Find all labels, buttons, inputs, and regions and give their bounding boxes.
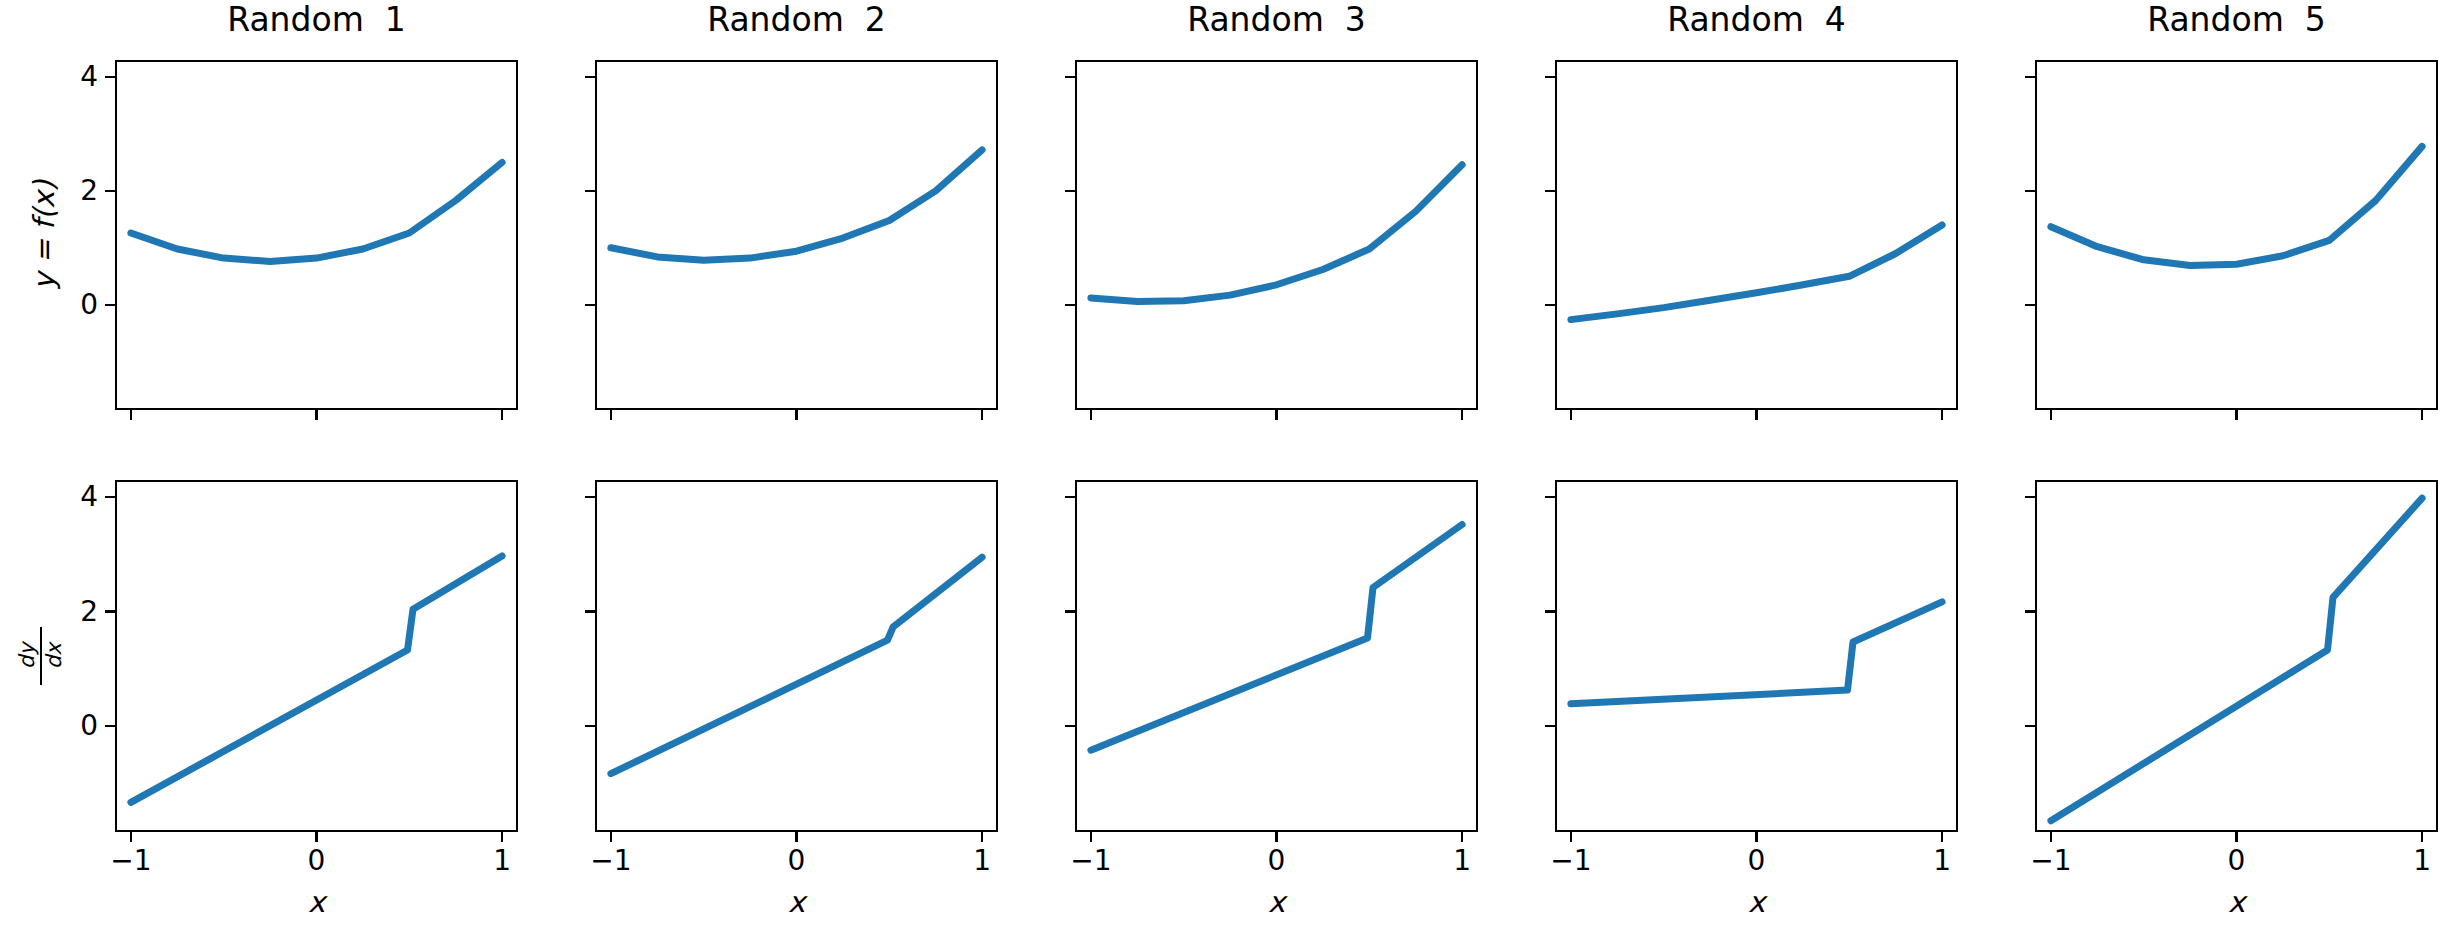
subplot-title-3: Random 3 <box>1077 0 1477 42</box>
y-tick-label: 2 <box>28 594 98 630</box>
subplot-title-2: Random 2 <box>597 0 997 42</box>
y-tick-label: 4 <box>28 479 98 515</box>
x-tick-label: 1 <box>1417 843 1507 879</box>
curve-f-x-random-5 <box>2051 146 2422 265</box>
curve-dy-dx-random-3 <box>1091 525 1462 751</box>
curve-f-x-random-1 <box>131 162 502 261</box>
x-tick-label: 0 <box>2192 843 2282 879</box>
y-axis-label-function: y = f(x) <box>22 125 66 345</box>
x-tick-label: 0 <box>752 843 842 879</box>
y-tick-label: 0 <box>28 708 98 744</box>
axes-box-r0c4 <box>2036 61 2437 409</box>
axes-box-r1c3 <box>1556 481 1957 831</box>
x-tick-label: −1 <box>1526 843 1616 879</box>
axes-box-r0c1 <box>596 61 997 409</box>
axes-box-r1c4 <box>2036 481 2437 831</box>
axes-box-r0c2 <box>1076 61 1477 409</box>
x-tick-label: −1 <box>86 843 176 879</box>
x-tick-label: −1 <box>1046 843 1136 879</box>
x-tick-label: 0 <box>1232 843 1322 879</box>
x-tick-label: −1 <box>2006 843 2096 879</box>
x-axis-label: x <box>272 884 362 920</box>
x-tick-label: 1 <box>457 843 547 879</box>
subplot-title-1: Random 1 <box>117 0 517 42</box>
curve-dy-dx-random-1 <box>131 556 502 802</box>
x-axis-label: x <box>1232 884 1322 920</box>
curve-f-x-random-4 <box>1571 225 1942 320</box>
curve-f-x-random-3 <box>1091 165 1462 302</box>
x-tick-label: 1 <box>2377 843 2460 879</box>
curve-dy-dx-random-4 <box>1571 602 1942 704</box>
x-tick-label: 1 <box>937 843 1027 879</box>
y-axis-label-derivative: dydx <box>15 627 67 685</box>
axes-box-r0c3 <box>1556 61 1957 409</box>
curve-f-x-random-2 <box>611 150 982 260</box>
curve-dy-dx-random-5 <box>2051 498 2422 821</box>
fraction-numerator: dy <box>15 627 42 685</box>
matplotlib-figure: Random 1 Random 2 Random 3 Random 4 Random 5… <box>0 0 2460 939</box>
axes-box-r1c1 <box>596 481 997 831</box>
axes-box-r0c0 <box>116 61 517 409</box>
x-tick-label: −1 <box>566 843 656 879</box>
x-tick-label: 0 <box>1712 843 1802 879</box>
x-tick-label: 1 <box>1897 843 1987 879</box>
x-axis-label: x <box>2192 884 2282 920</box>
subplot-title-4: Random 4 <box>1557 0 1957 42</box>
curve-dy-dx-random-2 <box>611 557 982 774</box>
plot-canvas <box>0 0 2460 939</box>
x-axis-label: x <box>752 884 842 920</box>
x-tick-label: 0 <box>272 843 362 879</box>
y-tick-label: 4 <box>28 59 98 95</box>
fraction-denominator: dx <box>42 627 67 685</box>
axes-box-r1c2 <box>1076 481 1477 831</box>
subplot-title-5: Random 5 <box>2037 0 2437 42</box>
x-axis-label: x <box>1712 884 1802 920</box>
